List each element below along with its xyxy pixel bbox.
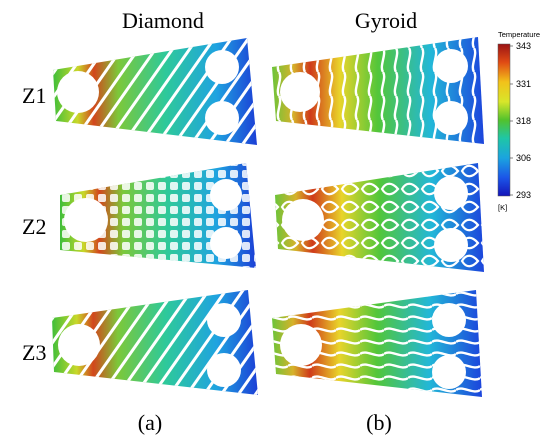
caption-a: (a) bbox=[138, 410, 162, 435]
gyroid-z3-panel bbox=[272, 290, 482, 397]
colorbar-tick-343: 343 bbox=[516, 41, 531, 51]
colorbar-gradient bbox=[497, 43, 511, 197]
diamond-z1-panel bbox=[53, 38, 257, 145]
temperature-colorbar: Temperature 343 331 318 306 293 [K] bbox=[497, 30, 540, 212]
gyroid-z1-panel bbox=[272, 37, 484, 144]
colorbar-title: Temperature bbox=[498, 30, 540, 39]
gyroid-z2-panel bbox=[275, 163, 484, 272]
row-label-z2: Z2 bbox=[22, 214, 46, 239]
row-label-z3: Z3 bbox=[22, 340, 46, 365]
caption-b: (b) bbox=[366, 410, 392, 435]
colorbar-unit: [K] bbox=[498, 203, 507, 212]
colorbar-tick-306: 306 bbox=[516, 153, 531, 163]
row-label-z1: Z1 bbox=[22, 83, 46, 108]
colorbar-tick-331: 331 bbox=[516, 79, 531, 89]
colorbar-ticks bbox=[510, 45, 513, 196]
column-header-diamond: Diamond bbox=[122, 8, 204, 33]
colorbar-tick-318: 318 bbox=[516, 116, 531, 126]
column-header-gyroid: Gyroid bbox=[355, 8, 417, 33]
colorbar-tick-293: 293 bbox=[516, 190, 531, 200]
diamond-z3-panel bbox=[52, 290, 258, 395]
diamond-z2-panel bbox=[60, 163, 256, 268]
